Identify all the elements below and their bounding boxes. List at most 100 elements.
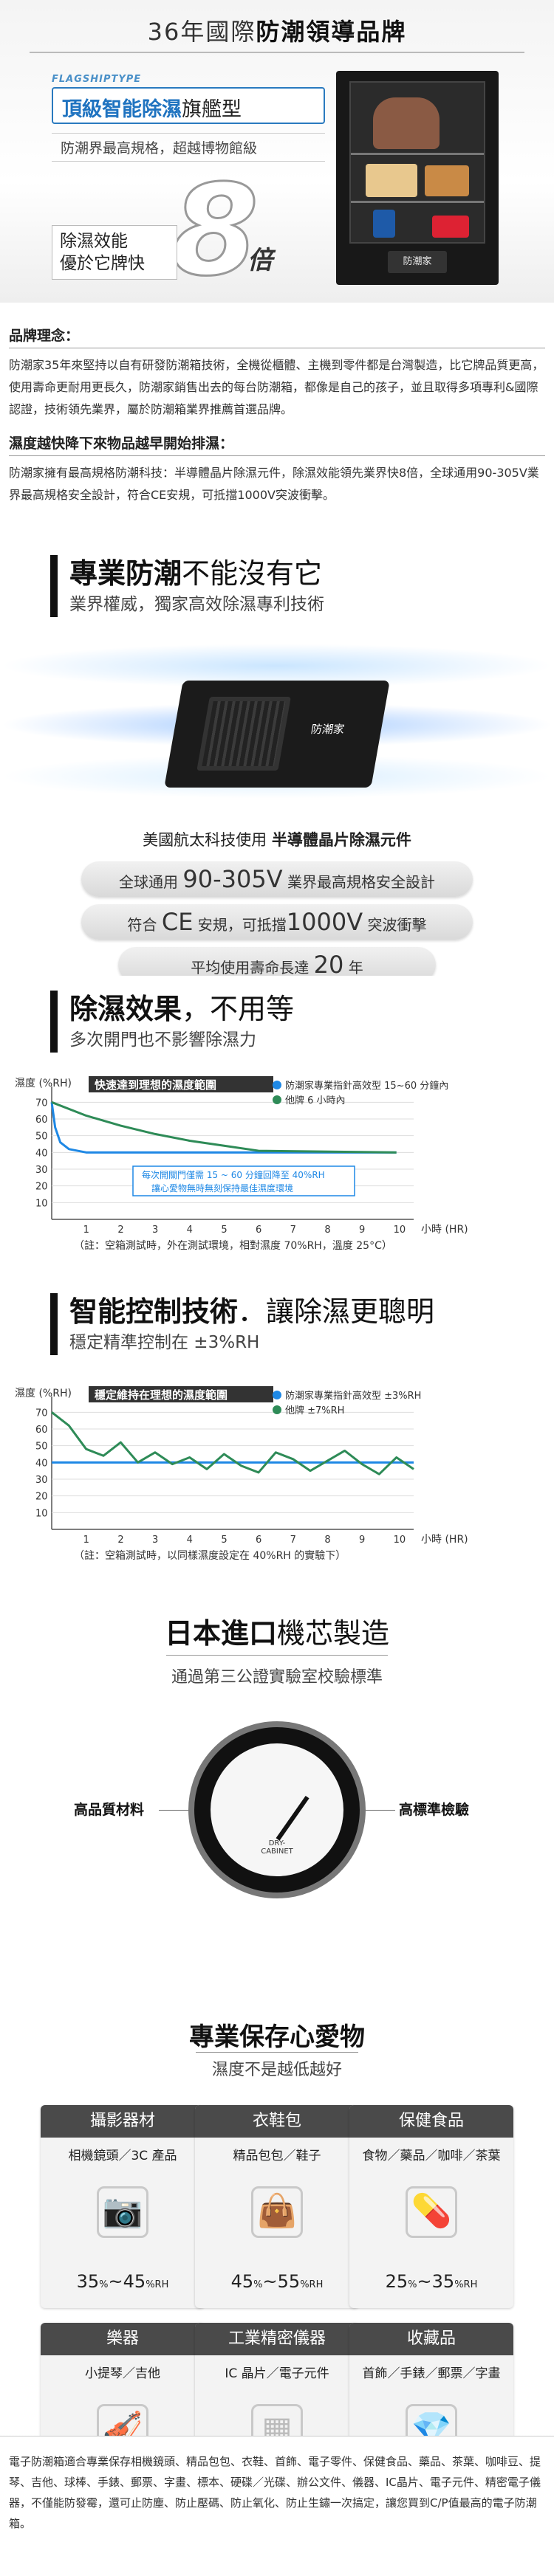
y-tick-label: 50 [35,1132,48,1143]
hero-subtitle: 防潮界最高規格，超越博物館級 [52,133,325,162]
x-tick-label: 5 [221,1225,227,1236]
dry-cabinet-image: 防潮家 [336,71,499,285]
dehumidifier-module-image: 防潮家 [164,681,390,788]
chart-note: （註：空箱測試時，外在測試環境，相對濕度 70%RH，溫度 25°C） [74,1240,392,1252]
y-tick-label: 40 [35,1148,48,1159]
y-tick-label: 20 [35,1182,48,1193]
storage-subtitle: 濕度不是越低越好 [211,2061,342,2079]
cabinet-shelf [351,153,484,155]
brand-section: 品牌理念： 防潮家35年來堅持以自有研發防潮箱技術，全機從櫃體、主機到零件都是台… [0,303,554,533]
cabinet-control-panel: 防潮家 [388,251,447,273]
y-tick-label: 60 [35,1425,48,1436]
x-tick-label: 9 [359,1535,365,1546]
x-tick-label: 8 [324,1225,330,1236]
x-tick-label: 8 [324,1535,330,1546]
flagship-label: FLAGSHIPTYPE [52,74,142,85]
professional-section: 專業防潮不能沒有它 業界權威，獨家高效除濕專利技術 防潮家 美國航太科技使用 半… [0,533,554,976]
y-tick-label: 30 [35,1475,48,1486]
x-tick-label: 7 [290,1225,296,1236]
x-tick-label: 2 [117,1535,123,1546]
callout-box [132,1165,355,1196]
box-icon [425,165,469,196]
card-title: 樂器 [41,2323,205,2355]
humidity-range: 35%~45%RH [76,2271,169,2292]
japan-divider [166,1655,388,1656]
callout-line-2: 讓心愛物無時無刻保持最佳濕度環境 [151,1182,293,1194]
storage-card: 衣鞋包 精品包包／鞋子 👜 45%~55%RH [195,2105,359,2308]
legend-marker [273,1081,281,1089]
ce-pill: 符合 CE 安規，可抵擋1000V 突波衝擊 [81,904,473,940]
legend-marker [273,1391,281,1399]
cabinet-glass-door [349,81,485,244]
efficiency-label: 除濕效能 優於它牌快 [52,225,177,280]
humidity-range: 25%~35%RH [385,2271,478,2292]
x-tick-label: 4 [187,1225,193,1236]
game-console-icon [432,216,469,238]
hero-banner: 36年國際防潮領導品牌 FLAGSHIPTYPE 頂級智能除濕旗艦型 防潮界最高… [0,0,554,303]
y-tick-label: 60 [35,1115,48,1126]
quality-material-label: 高品質材料 [74,1802,145,1818]
card-title: 衣鞋包 [195,2105,359,2138]
handbag-icon [373,97,440,149]
y-tick-label: 40 [35,1458,48,1469]
hygrometer-gauge-icon: DRY-CABINET [188,1721,366,1898]
medicine-icon: 💊 [406,2186,457,2238]
cabinet-shelf [351,201,484,203]
brand-heading: 品牌理念： [9,325,545,348]
card-title: 工業精密儀器 [195,2323,359,2355]
chart-title-box [89,1386,273,1402]
y-tick-label: 10 [35,1198,48,1209]
japan-subtitle: 通過第三公證實驗室校驗標準 [171,1668,383,1687]
gauge-brand: DRY-CABINET [261,1839,293,1856]
left-connector [159,1810,188,1811]
x-tick-label: 9 [359,1225,365,1236]
callout-line-1: 每次開關門僅需 15 ~ 60 分鐘回降至 40%RH [142,1169,325,1180]
legend-label: 防潮家專業指針高效型 ±3%RH [285,1390,421,1402]
hero-divider [30,52,524,53]
times-label: 倍 [247,246,273,275]
eight-times-numeral: 8 [170,158,259,303]
x-tick-label: 2 [117,1225,123,1236]
card-title: 保健食品 [349,2105,513,2138]
x-tick-label: 10 [394,1225,406,1236]
y-axis-label: 濕度 (%RH) [15,1388,72,1399]
semiconductor-line: 美國航太科技使用 半導體晶片除濕元件 [143,831,411,849]
handbag-icon: 👜 [251,2186,303,2238]
series-line [51,1101,397,1154]
humidity-paragraph: 防潮家擁有最高規格防潮科技：半導體晶片除濕元件，除濕效能領先業界快8倍，全球通用… [9,466,539,502]
y-tick-label: 20 [35,1492,48,1503]
x-tick-label: 1 [83,1225,89,1236]
x-tick-label: 3 [152,1535,158,1546]
x-tick-label: 10 [394,1535,406,1546]
card-subtitle: 首飾／手錶／郵票／字畫 [362,2366,501,2381]
inspection-label: 高標準檢驗 [399,1802,470,1818]
shoebox-icon [366,164,417,197]
control-section: 智能控制技術．讓除濕更聰明 穩定精準控制在 ±3%RH 濕度 (%RH) 穩定維持… [0,1286,554,1596]
card-subtitle: 精品包包／鞋子 [233,2149,321,2163]
card-subtitle: IC 晶片／電子元件 [225,2366,329,2381]
gauge-needle [276,1795,310,1841]
chart-note: （註：空箱測試時，以同樣濕度設定在 40%RH 的實驗下） [74,1549,346,1562]
effect-chart: 濕度 (%RH) 快速達到理想的濕度範圍 10 20 30 40 50 60 70 1 2 3 4 5 6 7… [15,1076,468,1252]
control-chart: 濕度 (%RH) 穩定維持在理想的濕度範圍 10 20 30 40 50 60 70 1 2 3 4 5 6… [15,1386,468,1562]
lifespan-pill: 平均使用壽命長達 20 年 [118,947,436,976]
storage-card: 攝影器材 相機鏡頭／3C 產品 📷 35%~45%RH [41,2105,205,2308]
storage-divider [196,2052,358,2053]
humidity-heading: 濕度越快降下來物品越早開始排濕： [9,433,545,456]
series-line [51,1411,414,1475]
card-title: 收藏品 [349,2323,513,2355]
x-axis-label: 小時 (HR) [421,1534,468,1546]
legend-label: 防潮家專業指針高效型 15~60 分鐘內 [285,1080,448,1092]
card-title: 攝影器材 [41,2105,205,2138]
x-axis-label: 小時 (HR) [421,1224,468,1236]
y-tick-label: 10 [35,1508,48,1519]
japan-section: 日本進口機芯製造 通過第三公證實驗室校驗標準 高品質材料 高標準檢驗 DRY-C… [0,1596,554,2009]
effect-section: 除濕效果，不用等 多次開門也不影響除濕力 濕度 (%RH) 快速達到理想的濕度範圍… [0,976,554,1286]
fan-icon [196,697,291,771]
professional-heading: 專業防潮不能沒有它 業界權威，獨家高效除濕專利技術 [50,555,554,617]
x-tick-label: 3 [152,1225,158,1236]
series-line [50,1102,397,1154]
legend-label: 他牌 6 小時內 [285,1095,346,1106]
x-tick-label: 1 [83,1535,89,1546]
